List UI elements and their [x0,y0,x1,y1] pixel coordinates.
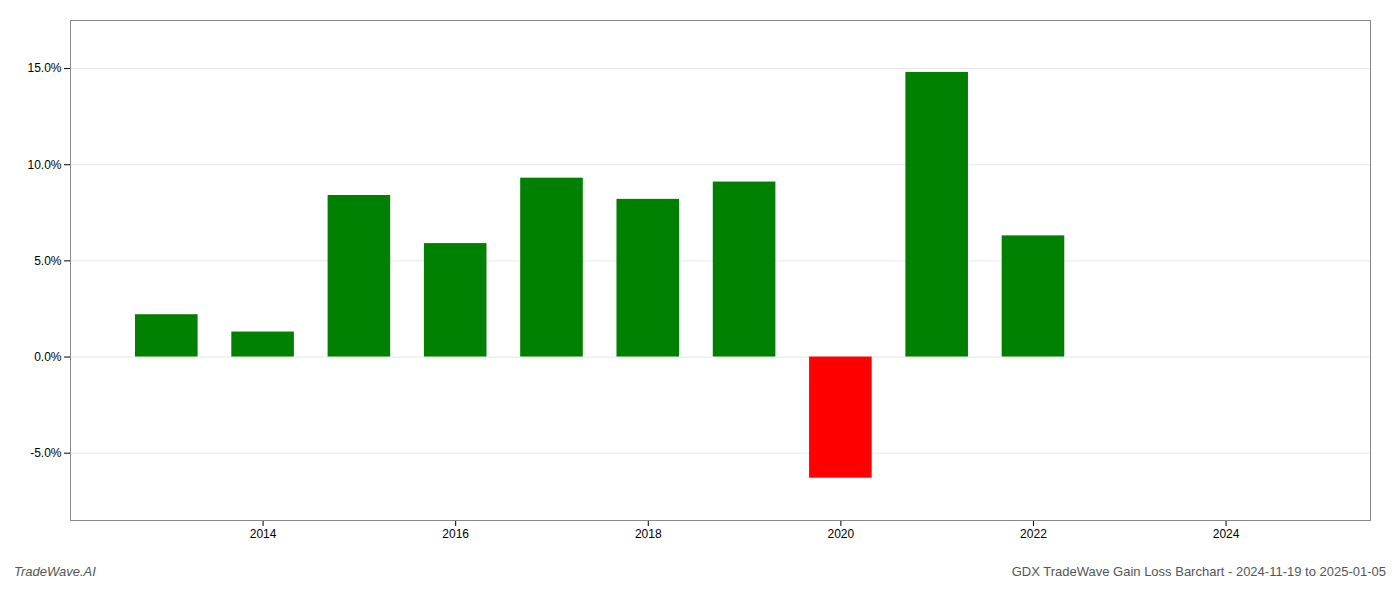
svg-text:2020: 2020 [828,527,855,541]
svg-text:2024: 2024 [1213,527,1240,541]
svg-text:10.0%: 10.0% [27,158,61,172]
svg-text:2018: 2018 [635,527,662,541]
svg-text:2022: 2022 [1020,527,1047,541]
html-text:GDX TradeWave Gain Loss Barcha: GDX TradeWave Gain Loss Barchart - 2024-… [1011,564,1386,579]
svg-text:15.0%: 15.0% [27,61,61,75]
html-text:TradeWave.AI: TradeWave.AI [14,564,96,579]
svg-text:-5.0%: -5.0% [30,446,62,460]
svg-text:2014: 2014 [250,527,277,541]
svg-text:5.0%: 5.0% [34,254,62,268]
svg-text:0.0%: 0.0% [34,350,62,364]
svg-text:2016: 2016 [442,527,469,541]
